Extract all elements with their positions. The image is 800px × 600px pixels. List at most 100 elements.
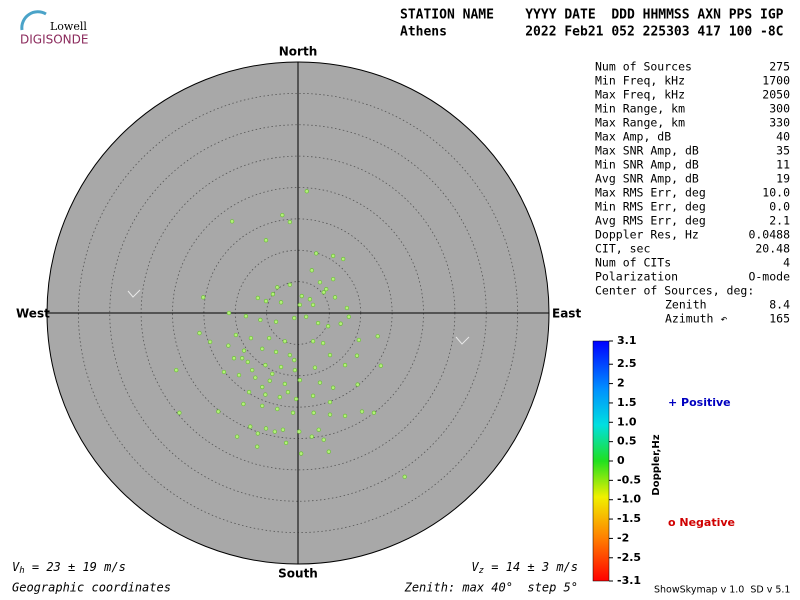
version-label: ShowSkymap v 1.0 SD v 5.1 — [654, 585, 790, 596]
stat-value: O-mode — [748, 270, 790, 284]
source-point — [263, 392, 268, 397]
stat-value: 4 — [783, 256, 790, 270]
source-point — [278, 300, 284, 305]
source-point — [287, 219, 292, 225]
v-sub: h — [19, 566, 24, 576]
direction-label: North — [279, 45, 317, 59]
source-point — [283, 440, 289, 446]
colorbar-tick-label: -3.1 — [617, 574, 641, 587]
logo-bottom: DIGISONDE — [20, 33, 88, 47]
header-line: STATION NAME YYYY DATE DDD HHMMSS AXN PP… — [400, 8, 784, 23]
source-point — [285, 389, 291, 395]
source-point — [248, 424, 253, 429]
source-point — [263, 298, 269, 304]
stat-label: Doppler Res, Hz — [595, 228, 699, 242]
source-point — [359, 409, 365, 414]
colorbar-tick-label: 0 — [617, 454, 625, 467]
stat-label: CIT, sec — [595, 242, 650, 256]
source-point — [315, 320, 321, 326]
source-point — [292, 367, 298, 373]
source-point — [270, 292, 276, 297]
source-point — [272, 429, 277, 434]
source-point — [174, 367, 179, 373]
source-point — [260, 346, 265, 351]
source-point — [317, 280, 323, 285]
colorbar-tick-label: -2.5 — [617, 551, 641, 564]
stat-value: 10.0 — [762, 186, 790, 200]
stat-label: Max Freq, kHz — [595, 88, 685, 102]
source-point — [250, 367, 255, 373]
source-point — [355, 382, 360, 387]
source-point — [231, 356, 237, 361]
source-point — [330, 253, 336, 259]
source-point — [321, 290, 326, 295]
legend-negative: o Negative — [668, 516, 735, 529]
logo-arc — [20, 10, 47, 31]
source-point — [375, 334, 380, 339]
vh-label: Vh = 23 ± 19 m/s — [12, 560, 126, 576]
v-symbol: V — [471, 560, 479, 574]
source-point — [312, 365, 318, 370]
source-point — [278, 364, 284, 370]
stat-label: Polarization — [595, 270, 678, 284]
source-point — [346, 314, 351, 319]
source-point — [292, 315, 297, 321]
source-point — [371, 410, 377, 415]
source-point — [277, 394, 282, 400]
source-point — [282, 339, 287, 344]
source-point — [356, 337, 362, 343]
source-point — [341, 256, 346, 262]
v-symbol: V — [12, 560, 20, 574]
stat-label: Num of Sources — [595, 60, 692, 74]
stat-value: 0.0488 — [748, 228, 790, 242]
legend-positive: + Positive — [668, 396, 731, 409]
source-point — [201, 295, 206, 300]
stat-label: Max SNR Amp, dB — [595, 144, 699, 158]
stat-label: Max Amp, dB — [595, 130, 671, 144]
stat-label: Min RMS Err, deg — [595, 200, 706, 214]
source-point — [307, 297, 313, 302]
colorbar-tick-label: 2.5 — [617, 357, 637, 370]
stat-label: Avg SNR Amp, dB — [595, 172, 699, 186]
logo-top: Lowell — [50, 20, 87, 33]
source-point — [280, 212, 285, 218]
source-point — [327, 352, 333, 358]
source-point — [297, 429, 302, 434]
source-point — [332, 295, 338, 300]
source-point — [241, 401, 246, 407]
source-point — [275, 406, 280, 412]
source-point — [236, 372, 242, 378]
source-point — [310, 302, 316, 307]
source-point — [304, 189, 309, 194]
source-point — [233, 332, 239, 338]
source-point — [344, 305, 350, 311]
source-point — [273, 319, 279, 324]
source-point — [342, 362, 348, 368]
colorbar-tick-label: -2 — [617, 531, 629, 544]
colorbar-tick-label: 1.0 — [617, 415, 637, 428]
source-point — [327, 412, 333, 417]
source-point — [241, 348, 247, 353]
stat-label: Azimuth ↶ — [665, 312, 727, 326]
stat-value: 1700 — [762, 74, 790, 88]
stat-value: 330 — [769, 116, 790, 130]
source-point — [292, 357, 297, 363]
stat-value: 19 — [776, 172, 790, 186]
colorbar-tick-label: 3.1 — [617, 334, 637, 347]
source-point — [298, 451, 304, 456]
source-point — [226, 343, 231, 348]
source-point — [197, 330, 202, 336]
colorbar-tick-label: -0.5 — [617, 473, 641, 486]
source-point — [275, 285, 280, 290]
colorbar — [592, 340, 610, 582]
stat-value: 275 — [769, 60, 790, 74]
source-point — [290, 410, 296, 415]
stat-label: Avg RMS Err, deg — [595, 214, 706, 228]
vz-label: Vz = 14 ± 3 m/s — [471, 560, 578, 576]
colorbar-tick-label: 1.5 — [617, 396, 637, 409]
direction-label: South — [278, 567, 318, 581]
source-point — [317, 380, 323, 385]
source-point — [342, 413, 348, 419]
v-text: = 23 ± 19 m/s — [25, 560, 126, 574]
